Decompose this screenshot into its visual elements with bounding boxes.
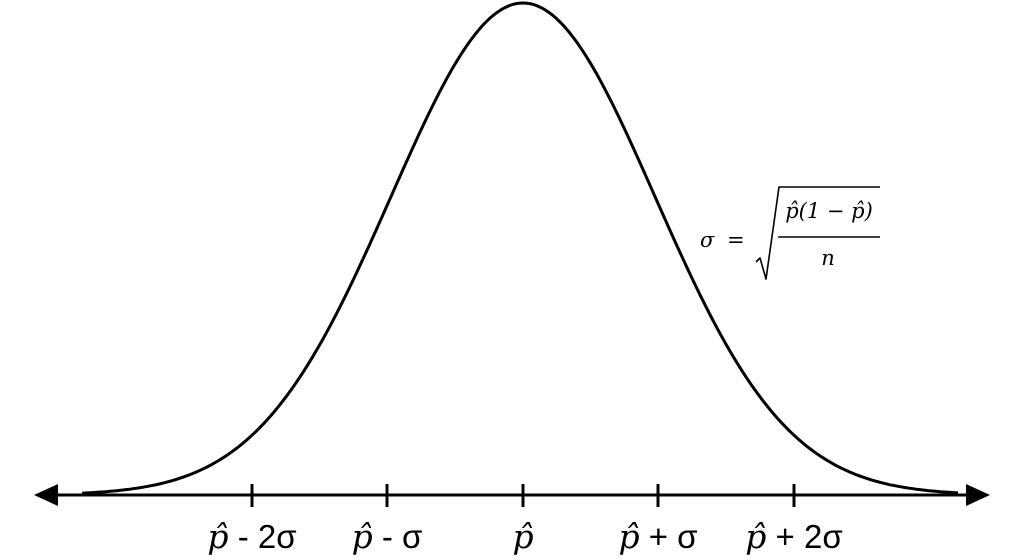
tick-label-minus-sigma: p̂ - σ xyxy=(352,517,423,556)
formula-denominator: n xyxy=(821,246,835,270)
axis-arrow-right-icon xyxy=(966,484,990,506)
tick-label-plus-2-sigma: p̂ + 2σ xyxy=(745,517,842,556)
tick-label-suffix: - 2σ xyxy=(229,518,297,555)
tick-label-suffix: - σ xyxy=(373,518,423,555)
p-hat-symbol: p̂ xyxy=(745,517,766,556)
tick-label-plus-sigma: p̂ + σ xyxy=(618,517,697,556)
p-hat-symbol: p̂ xyxy=(207,517,228,556)
formula-numerator: p̂(1 − p̂) xyxy=(785,199,873,223)
square-root-sign-icon xyxy=(755,186,880,280)
tick-label-suffix: + σ xyxy=(640,518,698,555)
bell-curve xyxy=(81,1,959,495)
p-hat-symbol: p̂ xyxy=(352,517,373,556)
tick-label-minus-2-sigma: p̂ - 2σ xyxy=(207,517,296,556)
formula-equals: = xyxy=(727,228,745,252)
p-hat-symbol: p̂ xyxy=(512,517,533,556)
axis-arrow-left-icon xyxy=(34,484,58,506)
sigma-formula: σ = p̂(1 − p̂) n xyxy=(700,186,880,280)
p-hat-symbol: p̂ xyxy=(618,517,639,556)
formula-lhs: σ xyxy=(700,228,715,252)
tick-label-suffix: + 2σ xyxy=(766,518,842,555)
tick-label-mean: p̂ xyxy=(512,517,533,556)
